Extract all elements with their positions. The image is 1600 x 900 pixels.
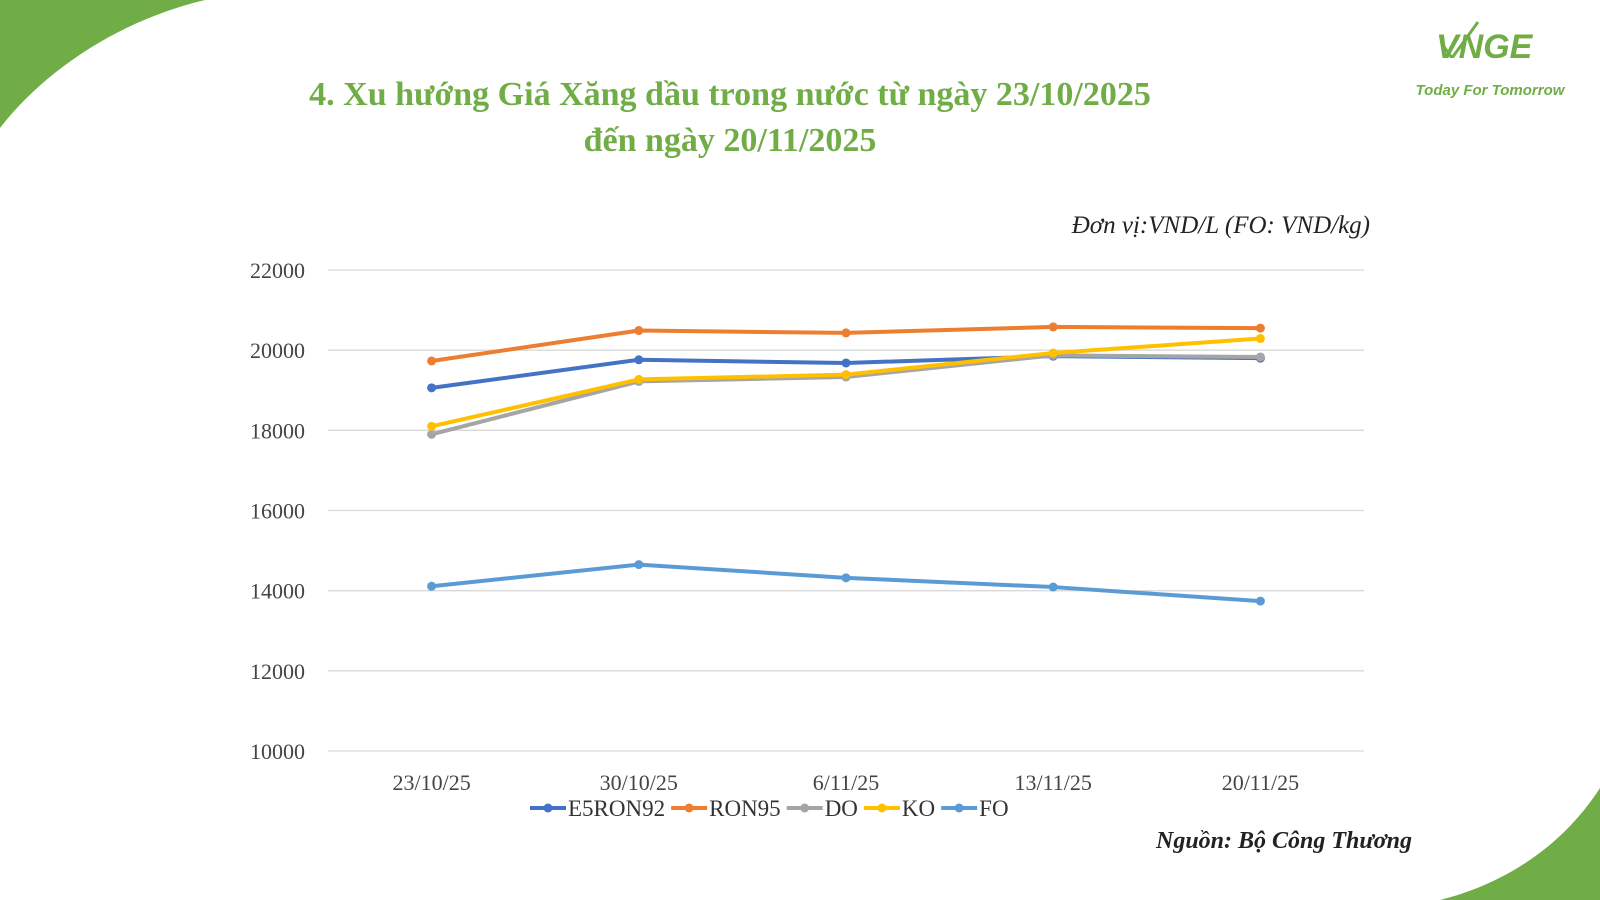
x-tick-label-1: 30/10/25 xyxy=(600,770,678,795)
data-point-KO-1 xyxy=(634,374,644,384)
top-left-leaf xyxy=(0,0,205,128)
x-tick-label-2: 6/11/25 xyxy=(813,770,879,795)
legend-marker-DO xyxy=(800,803,810,813)
logo-wordmark: VNGE xyxy=(1436,28,1533,66)
vnge-logo: VNGE Today For Tomorrow xyxy=(1400,18,1580,108)
y-tick-label-14000: 14000 xyxy=(250,579,305,604)
source-note: Nguồn: Bộ Công Thương xyxy=(1156,828,1412,854)
data-point-KO-0 xyxy=(427,421,437,431)
x-tick-label-4: 20/11/25 xyxy=(1222,770,1299,795)
data-point-RON95-0 xyxy=(427,356,437,366)
legend-marker-RON95 xyxy=(684,803,694,813)
logo-tagline: Today For Tomorrow xyxy=(1415,82,1565,99)
data-point-E5RON92-0 xyxy=(427,383,437,393)
legend-label-KO: KO xyxy=(902,796,935,821)
series-line-KO xyxy=(429,336,1263,429)
bottom-right-leaf xyxy=(1440,788,1600,900)
data-point-FO-0 xyxy=(427,581,437,591)
unit-note: Đơn vị:VND/L (FO: VND/kg) xyxy=(1071,212,1370,239)
y-tick-label-12000: 12000 xyxy=(250,659,305,684)
data-point-FO-4 xyxy=(1255,596,1265,606)
legend-marker-KO xyxy=(877,803,887,813)
legend-label-RON95: RON95 xyxy=(709,796,781,821)
y-tick-label-16000: 16000 xyxy=(250,499,305,524)
data-point-FO-2 xyxy=(841,573,851,583)
data-point-RON95-4 xyxy=(1255,323,1265,333)
data-point-FO-3 xyxy=(1048,582,1058,592)
logo-swoosh-icon xyxy=(1440,21,1480,58)
y-tick-label-22000: 22000 xyxy=(250,258,305,283)
legend-label-E5RON92: E5RON92 xyxy=(568,796,665,821)
y-tick-label-20000: 20000 xyxy=(250,338,305,363)
chart-title-line-2: đến ngày 20/11/2025 xyxy=(583,122,877,159)
chart-title-line-1: 4. Xu hướng Giá Xăng dầu trong nước từ n… xyxy=(309,76,1151,113)
chart-title: 4. Xu hướng Giá Xăng dầu trong nước từ n… xyxy=(200,72,1260,164)
x-tick-label-3: 13/11/25 xyxy=(1014,770,1091,795)
data-point-KO-4 xyxy=(1255,334,1265,344)
y-tick-label-18000: 18000 xyxy=(250,418,305,443)
legend-marker-FO xyxy=(954,803,964,813)
data-point-E5RON92-2 xyxy=(841,358,851,368)
data-point-KO-2 xyxy=(841,370,851,380)
data-point-RON95-1 xyxy=(634,326,644,336)
data-point-E5RON92-1 xyxy=(634,355,644,365)
data-point-FO-1 xyxy=(634,560,644,570)
x-tick-label-0: 23/10/25 xyxy=(392,770,470,795)
legend-label-FO: FO xyxy=(979,796,1008,821)
data-point-KO-3 xyxy=(1048,348,1058,358)
data-point-DO-4 xyxy=(1255,352,1265,362)
legend-label-DO: DO xyxy=(825,796,858,821)
data-point-RON95-2 xyxy=(841,328,851,338)
series-line-FO xyxy=(429,562,1263,604)
legend-marker-E5RON92 xyxy=(543,803,553,813)
data-point-RON95-3 xyxy=(1048,322,1058,332)
y-tick-label-10000: 10000 xyxy=(250,739,305,764)
data-point-DO-0 xyxy=(427,429,437,439)
